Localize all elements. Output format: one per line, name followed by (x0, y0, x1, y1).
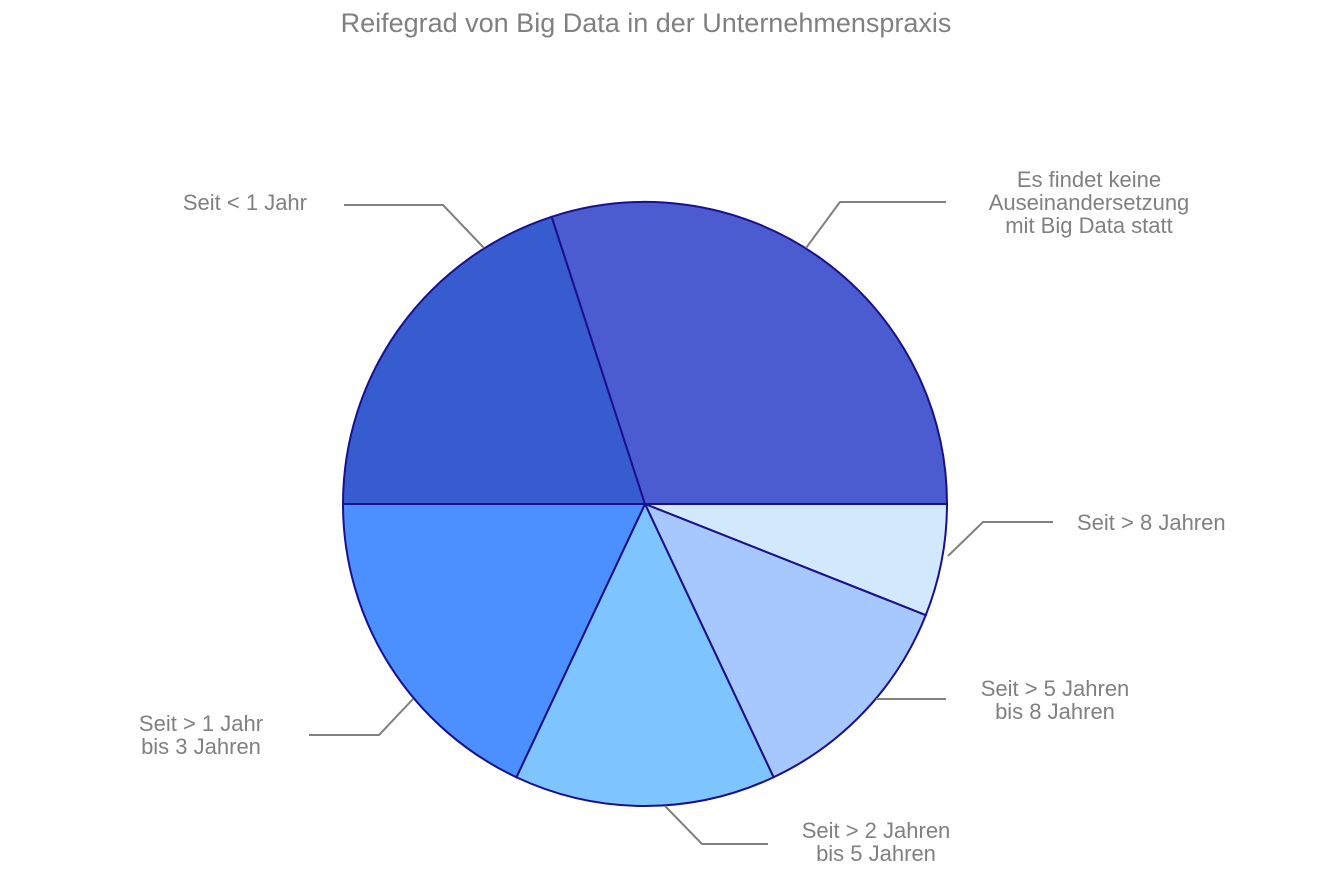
slice-label-line: Seit > 2 Jahren (802, 818, 951, 843)
leader-lines (309, 201, 1053, 845)
slice-label: Seit > 8 Jahren (1077, 510, 1226, 535)
slice-label-line: Seit > 8 Jahren (1077, 510, 1226, 535)
slice-label-line: Es findet keine (1017, 167, 1161, 192)
slice-label-line: bis 3 Jahren (141, 734, 261, 759)
leader-line (309, 698, 414, 736)
leader-line (344, 204, 485, 249)
pie-slice (341, 215, 647, 505)
slice-label-line: Seit > 5 Jahren (981, 676, 1130, 701)
slice-label-line: bis 5 Jahren (816, 841, 936, 866)
pie-slice (515, 501, 775, 807)
slice-label-line: bis 8 Jahren (995, 699, 1115, 724)
leader-line (664, 805, 768, 845)
slice-label: Seit > 2 Jahren bis 5 Jahren (802, 818, 951, 866)
leader-line (947, 521, 1053, 557)
leader-line (805, 201, 946, 249)
slice-label-line: mit Big Data statt (1005, 213, 1173, 238)
slice-label-line: Seit > 1 Jahr (139, 711, 263, 736)
pie-slice (550, 201, 949, 505)
slice-label: Seit > 1 Jahr bis 3 Jahren (139, 711, 263, 759)
pie-slice (341, 503, 647, 779)
slice-label-line: Auseinandersetzung (989, 190, 1190, 215)
slice-label: Es findet keine Auseinandersetzung mit Big… (989, 167, 1190, 238)
pie-slices (341, 201, 949, 807)
slice-label: Seit < 1 Jahr (183, 190, 307, 215)
chart-title: Reifegrad von Big Data in der Unternehme… (340, 8, 952, 38)
slice-label: Seit > 5 Jahren bis 8 Jahren (981, 676, 1130, 724)
slice-label-line: Seit < 1 Jahr (183, 190, 307, 215)
slice-labels: Seit > 8 Jahren Seit > 5 Jahren bis 8 Jahr… (139, 167, 1226, 866)
pie-slice (643, 502, 928, 779)
